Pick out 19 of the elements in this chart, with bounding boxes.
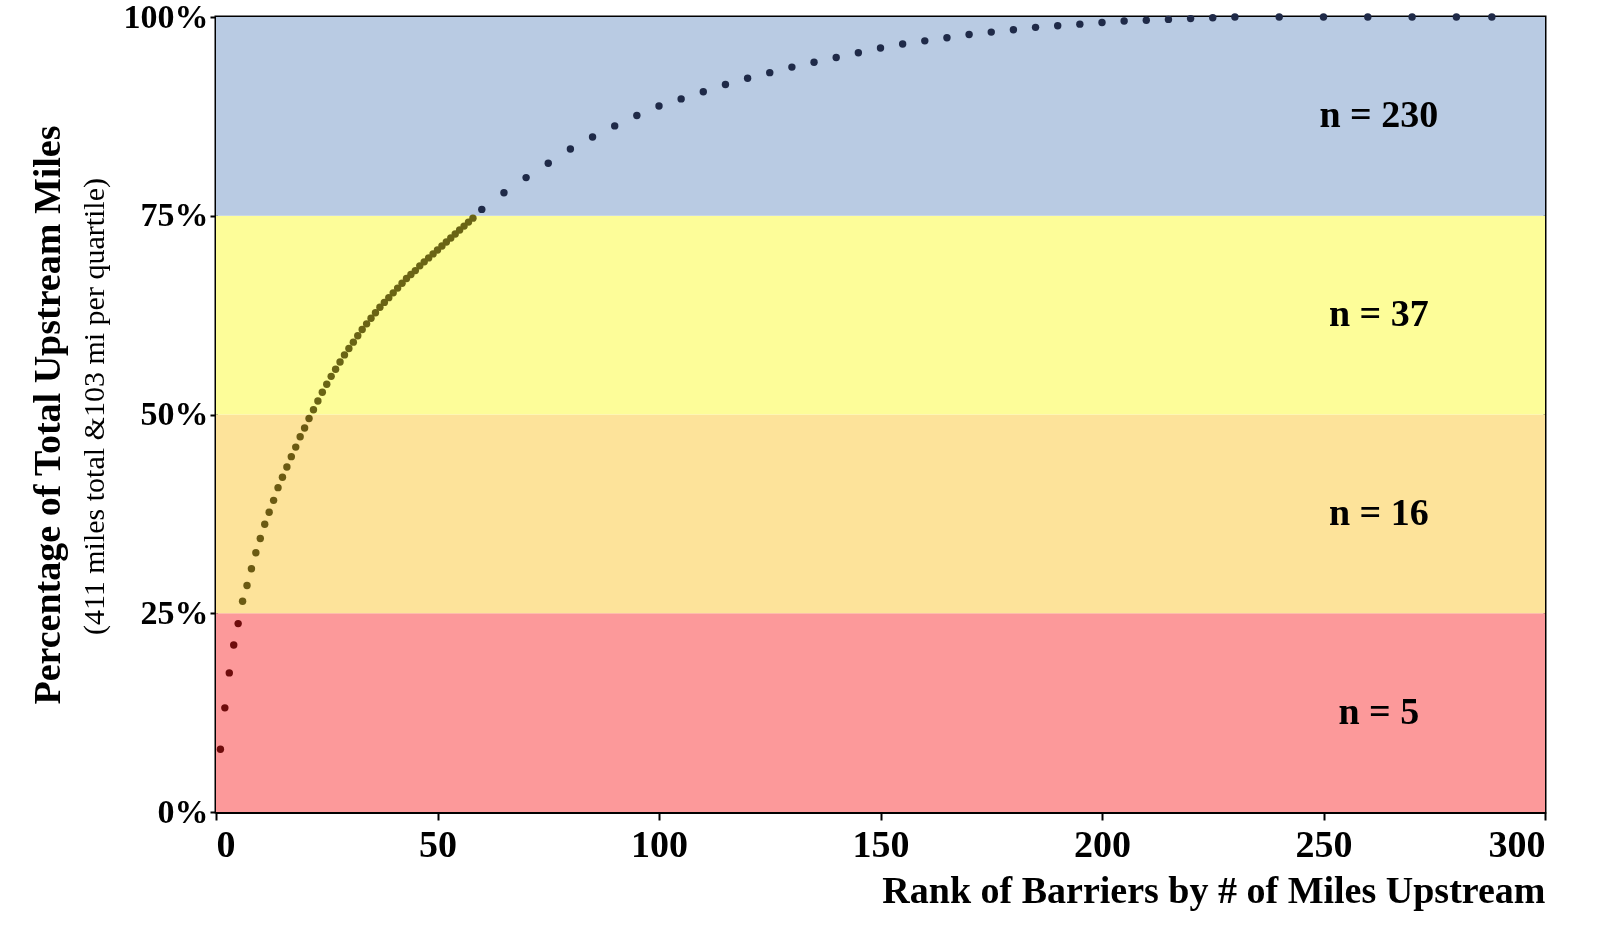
x-tick-label: 200: [1074, 822, 1131, 865]
x-axis-title: Rank of Barriers by # of Miles Upstream: [882, 868, 1546, 911]
x-tick-label: 100: [631, 822, 688, 865]
y-tick-label: 50%: [140, 395, 209, 432]
band-label: n = 16: [1328, 490, 1429, 533]
x-tick-label: 50: [419, 822, 457, 865]
text: (411 miles total &103 mi per quartile): [77, 177, 111, 636]
y-tick-label: 0%: [157, 792, 209, 830]
y-axis-title: Percentage of Total Upstream Miles: [25, 125, 68, 705]
x-tick-label: 0: [216, 822, 236, 865]
x-tick-label: 150: [852, 822, 910, 865]
x-tick-label: 300: [1488, 822, 1546, 865]
y-tick-label: 75%: [140, 196, 209, 234]
band-label: n = 230: [1319, 93, 1439, 136]
x-tick-label: 250: [1295, 822, 1353, 865]
y-tick-label: 100%: [123, 0, 209, 35]
band-label: n = 37: [1328, 292, 1429, 335]
y-tick-label: 25%: [140, 593, 209, 631]
band-label: n = 5: [1338, 689, 1420, 732]
